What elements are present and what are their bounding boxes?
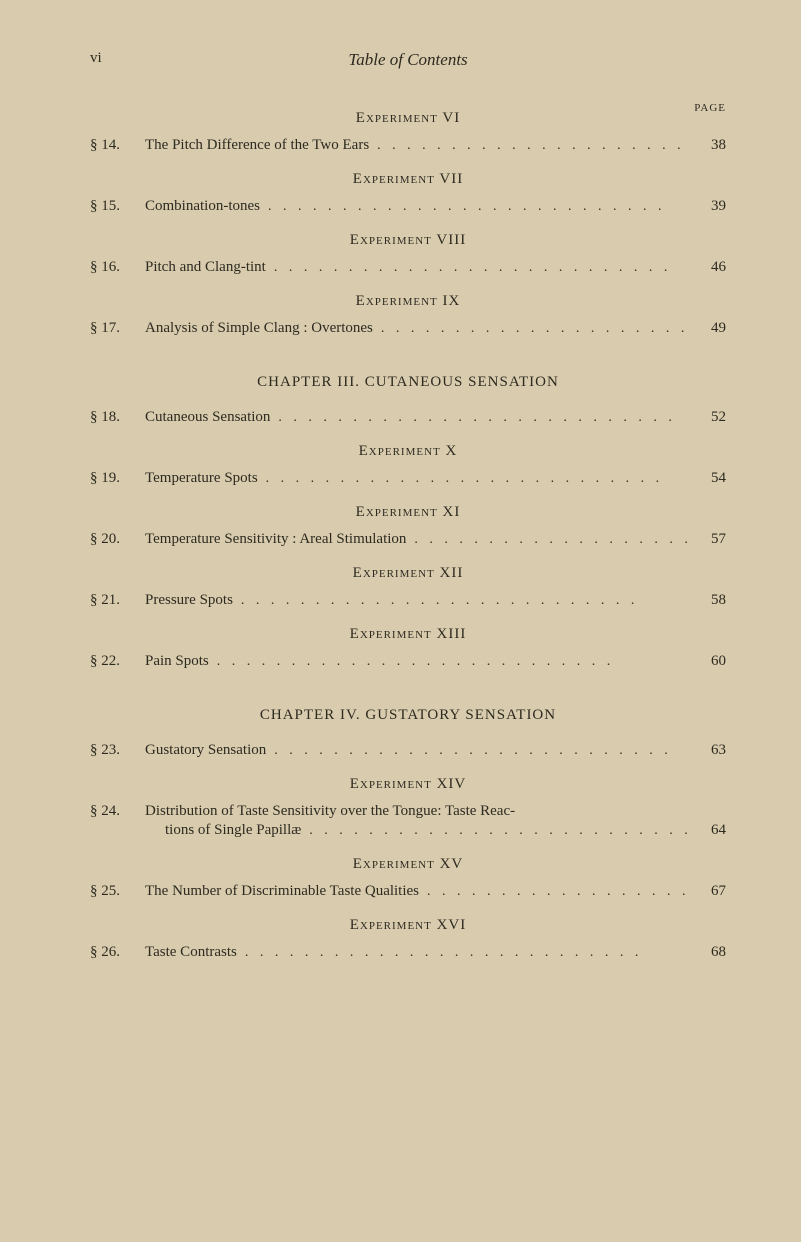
section-number: § 15. (90, 198, 145, 215)
toc-entry: § 15. Combination-tones 39 (90, 198, 726, 216)
experiment-heading: Experiment XIV (90, 776, 726, 793)
experiment-heading: Experiment VIII (90, 232, 726, 249)
page-ref: 67 (696, 883, 726, 900)
page-ref: 57 (696, 531, 726, 548)
toc-entry: § 25. The Number of Discriminable Taste … (90, 883, 726, 901)
section-number: § 18. (90, 409, 145, 426)
entry-title: Temperature Spots (145, 470, 258, 487)
chapter-heading: CHAPTER III. CUTANEOUS SENSATION (90, 374, 726, 391)
leader-dots (414, 532, 688, 549)
leader-dots (241, 593, 688, 610)
section-number: § 20. (90, 531, 145, 548)
entry-title: Temperature Sensitivity : Areal Stimulat… (145, 531, 406, 548)
page-ref: 58 (696, 592, 726, 609)
section-number: § 14. (90, 137, 145, 154)
section-number: § 24. (90, 803, 145, 820)
experiment-heading: Experiment X (90, 443, 726, 460)
experiment-heading: Experiment XIII (90, 626, 726, 643)
leader-dots (427, 884, 688, 901)
running-title: Table of Contents (90, 50, 726, 70)
section-number: § 16. (90, 259, 145, 276)
entry-title: The Number of Discriminable Taste Qualit… (145, 883, 419, 900)
section-number: § 22. (90, 653, 145, 670)
toc-entry: § 22. Pain Spots 60 (90, 653, 726, 671)
experiment-heading: Experiment VI (90, 110, 726, 127)
toc-entry: § 20. Temperature Sensitivity : Areal St… (90, 531, 726, 549)
page-ref: 46 (696, 259, 726, 276)
section-number: § 21. (90, 592, 145, 609)
experiment-heading: Experiment XV (90, 856, 726, 873)
toc-entry: § 16. Pitch and Clang-tint 46 (90, 259, 726, 277)
toc-entry: § 19. Temperature Spots 54 (90, 470, 726, 488)
page-ref: 64 (696, 822, 726, 839)
toc-entry: § 17. Analysis of Simple Clang : Overton… (90, 320, 726, 338)
leader-dots (274, 260, 688, 277)
leader-dots (381, 321, 688, 338)
section-number: § 23. (90, 742, 145, 759)
toc-entry: § 26. Taste Contrasts 68 (90, 944, 726, 962)
toc-entry: § 14. The Pitch Difference of the Two Ea… (90, 137, 726, 155)
experiment-heading: Experiment VII (90, 171, 726, 188)
entry-title: The Pitch Difference of the Two Ears (145, 137, 369, 154)
leader-dots (377, 138, 688, 155)
chapter-heading: CHAPTER IV. GUSTATORY SENSATION (90, 707, 726, 724)
leader-dots (245, 945, 688, 962)
toc-entry: § 21. Pressure Spots 58 (90, 592, 726, 610)
page-ref: 68 (696, 944, 726, 961)
entry-title: tions of Single Papillæ (165, 822, 301, 839)
experiment-heading: Experiment XVI (90, 917, 726, 934)
section-number: § 17. (90, 320, 145, 337)
page-ref: 63 (696, 742, 726, 759)
page-ref: 49 (696, 320, 726, 337)
leader-dots (274, 743, 688, 760)
leader-dots (217, 654, 688, 671)
entry-title: Cutaneous Sensation (145, 409, 270, 426)
entry-title: Analysis of Simple Clang : Overtones (145, 320, 373, 337)
page-label: PAGE (694, 102, 726, 114)
section-number: § 25. (90, 883, 145, 900)
leader-dots (278, 410, 688, 427)
entry-title: Gustatory Sensation (145, 742, 266, 759)
entry-title: Pressure Spots (145, 592, 233, 609)
page-ref: 38 (696, 137, 726, 154)
section-number: § 19. (90, 470, 145, 487)
page-ref: 52 (696, 409, 726, 426)
leader-dots (309, 823, 688, 840)
section-number: § 26. (90, 944, 145, 961)
entry-title: Pitch and Clang-tint (145, 259, 266, 276)
leader-dots (268, 199, 688, 216)
experiment-heading: Experiment IX (90, 293, 726, 310)
toc-entry: § 18. Cutaneous Sensation 52 (90, 409, 726, 427)
experiment-heading: Experiment XII (90, 565, 726, 582)
experiment-heading: Experiment XI (90, 504, 726, 521)
leader-dots (266, 471, 688, 488)
toc-entry: § 24. Distribution of Taste Sensitivity … (90, 803, 726, 820)
entry-title: Distribution of Taste Sensitivity over t… (145, 803, 515, 820)
page-ref: 54 (696, 470, 726, 487)
entry-title: Taste Contrasts (145, 944, 237, 961)
page-ref: 39 (696, 198, 726, 215)
entry-title: Combination-tones (145, 198, 260, 215)
toc-entry: § 23. Gustatory Sensation 63 (90, 742, 726, 760)
toc-entry: tions of Single Papillæ 64 (90, 822, 726, 840)
entry-title: Pain Spots (145, 653, 209, 670)
page-ref: 60 (696, 653, 726, 670)
